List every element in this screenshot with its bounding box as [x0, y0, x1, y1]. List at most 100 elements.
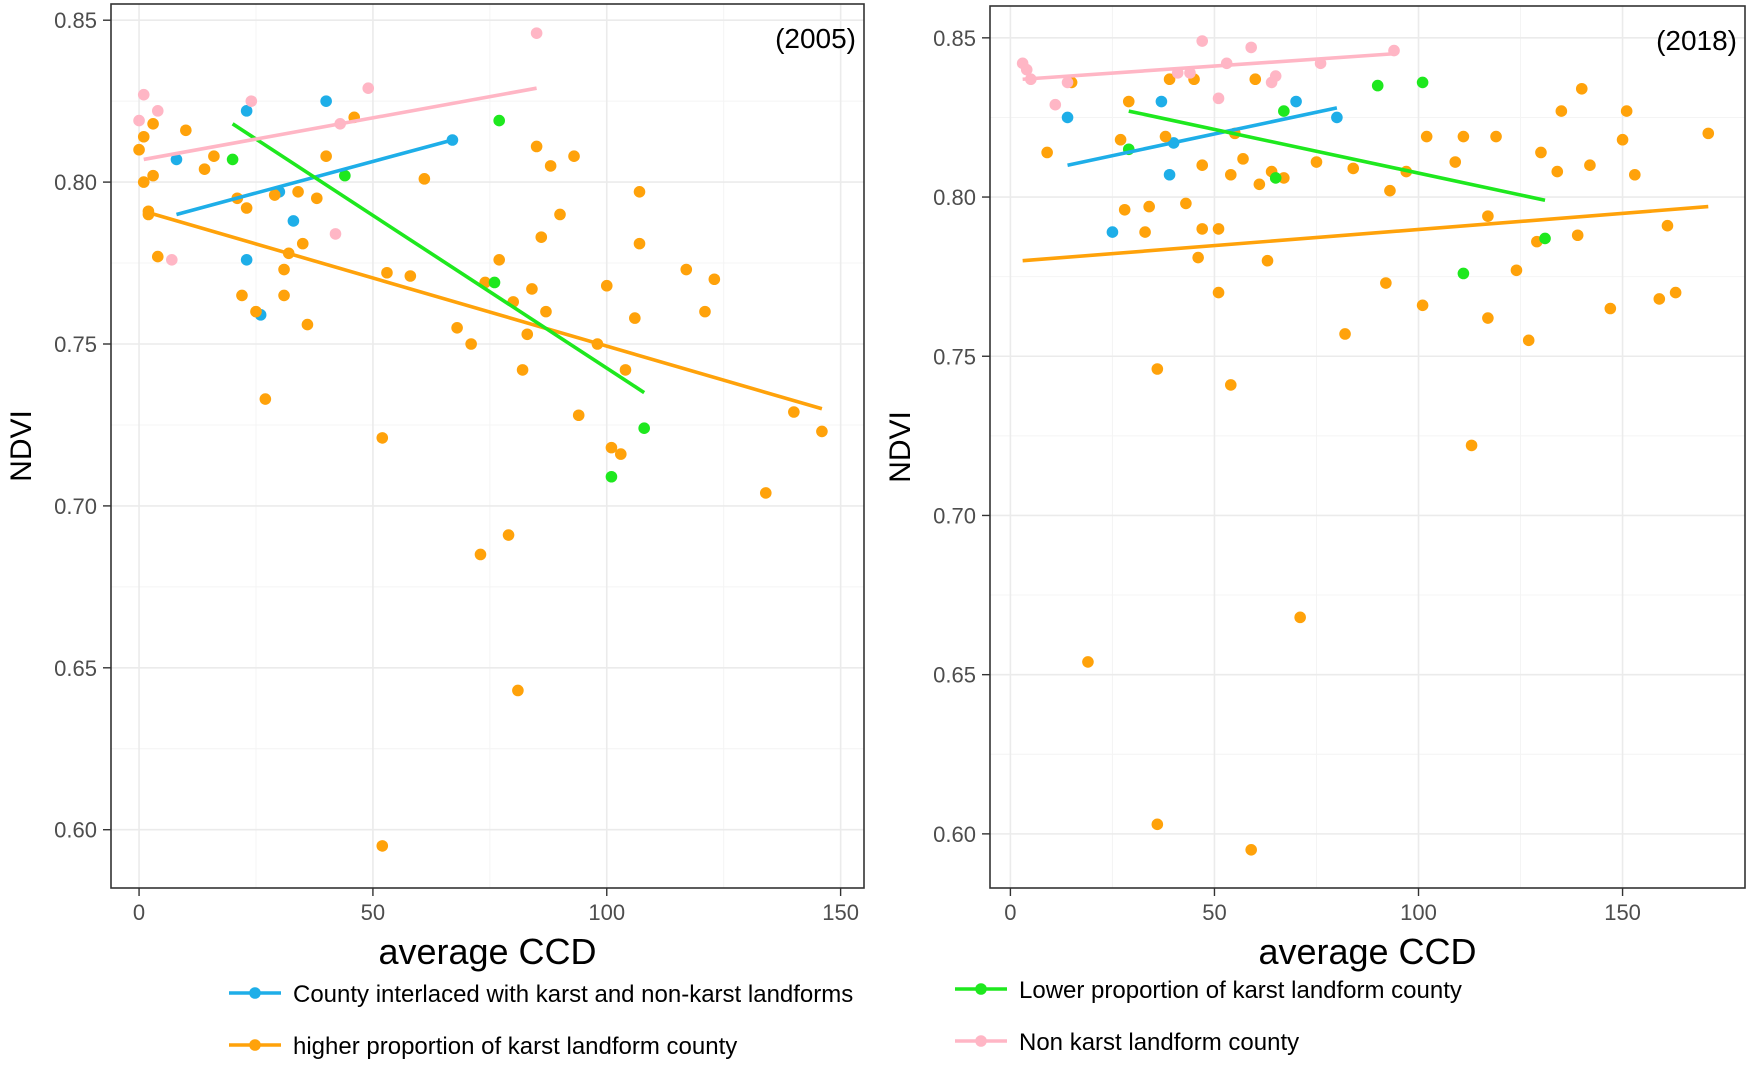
point-higher	[292, 186, 304, 198]
point-lower	[226, 153, 239, 166]
y-tick-label: 0.60	[933, 822, 976, 847]
y-tick-label: 0.65	[54, 656, 97, 681]
point-higher	[1449, 156, 1462, 168]
point-higher	[1245, 843, 1257, 856]
point-higher	[1139, 226, 1151, 238]
point-higher	[1310, 156, 1323, 168]
y-tick-label: 0.65	[933, 663, 976, 688]
point-higher	[180, 124, 192, 137]
point-higher	[1465, 439, 1478, 452]
x-axis-title: average CCD	[1258, 931, 1476, 972]
y-axis-title: NDVI	[884, 411, 917, 483]
point-higher	[493, 254, 505, 266]
point-higher	[1082, 656, 1094, 668]
point-higher	[133, 143, 145, 156]
point-higher	[1661, 219, 1674, 232]
x-tick-label: 50	[1202, 900, 1226, 925]
x-tick-label: 150	[822, 900, 859, 925]
y-tick-label: 0.70	[54, 494, 97, 519]
point-higher	[1224, 379, 1237, 391]
y-tick-label: 0.85	[54, 8, 97, 33]
point-nonkarst	[133, 114, 145, 127]
point-higher	[629, 312, 641, 324]
legend-marker-higher	[249, 1039, 261, 1051]
point-higher	[1041, 146, 1053, 159]
point-lower	[638, 422, 650, 434]
point-lower	[1457, 267, 1470, 280]
point-interlaced	[1163, 168, 1176, 181]
point-higher	[619, 364, 632, 376]
point-higher	[1384, 184, 1396, 197]
point-higher	[600, 279, 613, 292]
legend-label-lower: Lower proportion of karst landform count…	[1019, 977, 1462, 1004]
point-nonkarst	[1020, 63, 1033, 76]
panel-label: (2005)	[775, 23, 856, 54]
y-tick-label: 0.80	[933, 185, 976, 210]
point-higher	[236, 289, 248, 302]
panel-border	[989, 5, 1746, 889]
point-higher	[816, 425, 828, 438]
x-tick-label: 100	[588, 900, 625, 925]
point-higher	[1457, 130, 1470, 143]
legend-label-nonkarst: Non karst landform county	[1019, 1029, 1299, 1056]
point-higher	[310, 192, 323, 205]
point-higher	[1669, 286, 1682, 299]
point-higher	[1482, 210, 1494, 222]
point-higher	[376, 432, 389, 444]
point-higher	[1339, 328, 1351, 340]
panel-label: (2018)	[1656, 25, 1737, 56]
point-lower	[488, 276, 501, 289]
point-higher	[1163, 73, 1176, 86]
point-higher	[1702, 127, 1715, 140]
point-higher	[404, 270, 417, 282]
panel-border	[110, 3, 865, 889]
y-tick-label: 0.85	[933, 26, 976, 51]
point-higher	[1347, 162, 1360, 175]
legend-marker-interlaced	[249, 987, 261, 999]
point-higher	[147, 118, 159, 130]
point-higher	[535, 231, 548, 243]
y-tick-label: 0.70	[933, 503, 976, 528]
point-lower	[1269, 172, 1282, 184]
point-higher	[1122, 95, 1135, 108]
y-axis-title: NDVI	[5, 410, 38, 482]
point-higher	[1192, 251, 1204, 264]
point-higher	[1212, 223, 1225, 235]
point-higher	[568, 150, 580, 162]
point-higher	[1261, 254, 1274, 267]
legend-marker-lower	[975, 983, 987, 995]
y-tick-label: 0.60	[54, 818, 97, 843]
trend-line-higher	[1022, 204, 1709, 263]
point-higher	[1180, 197, 1192, 210]
point-higher	[1278, 172, 1290, 184]
point-higher	[1380, 277, 1392, 289]
point-lower	[1539, 232, 1551, 245]
point-higher	[1294, 611, 1306, 624]
point-higher	[759, 487, 772, 499]
point-nonkarst	[137, 88, 150, 101]
point-higher	[1416, 299, 1429, 312]
point-higher	[296, 237, 309, 250]
y-tick-label: 0.75	[933, 344, 976, 369]
point-higher	[1555, 105, 1568, 117]
point-nonkarst	[166, 254, 178, 266]
point-higher	[250, 305, 262, 318]
point-lower	[493, 114, 505, 127]
point-higher	[1584, 159, 1596, 172]
point-higher	[633, 186, 646, 198]
point-higher	[680, 263, 693, 276]
point-nonkarst	[329, 228, 342, 240]
point-higher	[278, 289, 290, 302]
legend-label-interlaced: County interlaced with karst and non-kar…	[293, 981, 853, 1008]
point-higher	[1522, 334, 1535, 347]
trend-line-nonkarst	[143, 86, 537, 162]
point-interlaced	[1106, 226, 1119, 238]
x-tick-label: 150	[1604, 900, 1641, 925]
point-interlaced	[240, 105, 253, 117]
point-nonkarst	[1245, 41, 1257, 54]
point-nonkarst	[362, 82, 375, 94]
point-interlaced	[1290, 95, 1302, 108]
point-higher	[1575, 82, 1588, 95]
point-higher	[1249, 73, 1262, 86]
